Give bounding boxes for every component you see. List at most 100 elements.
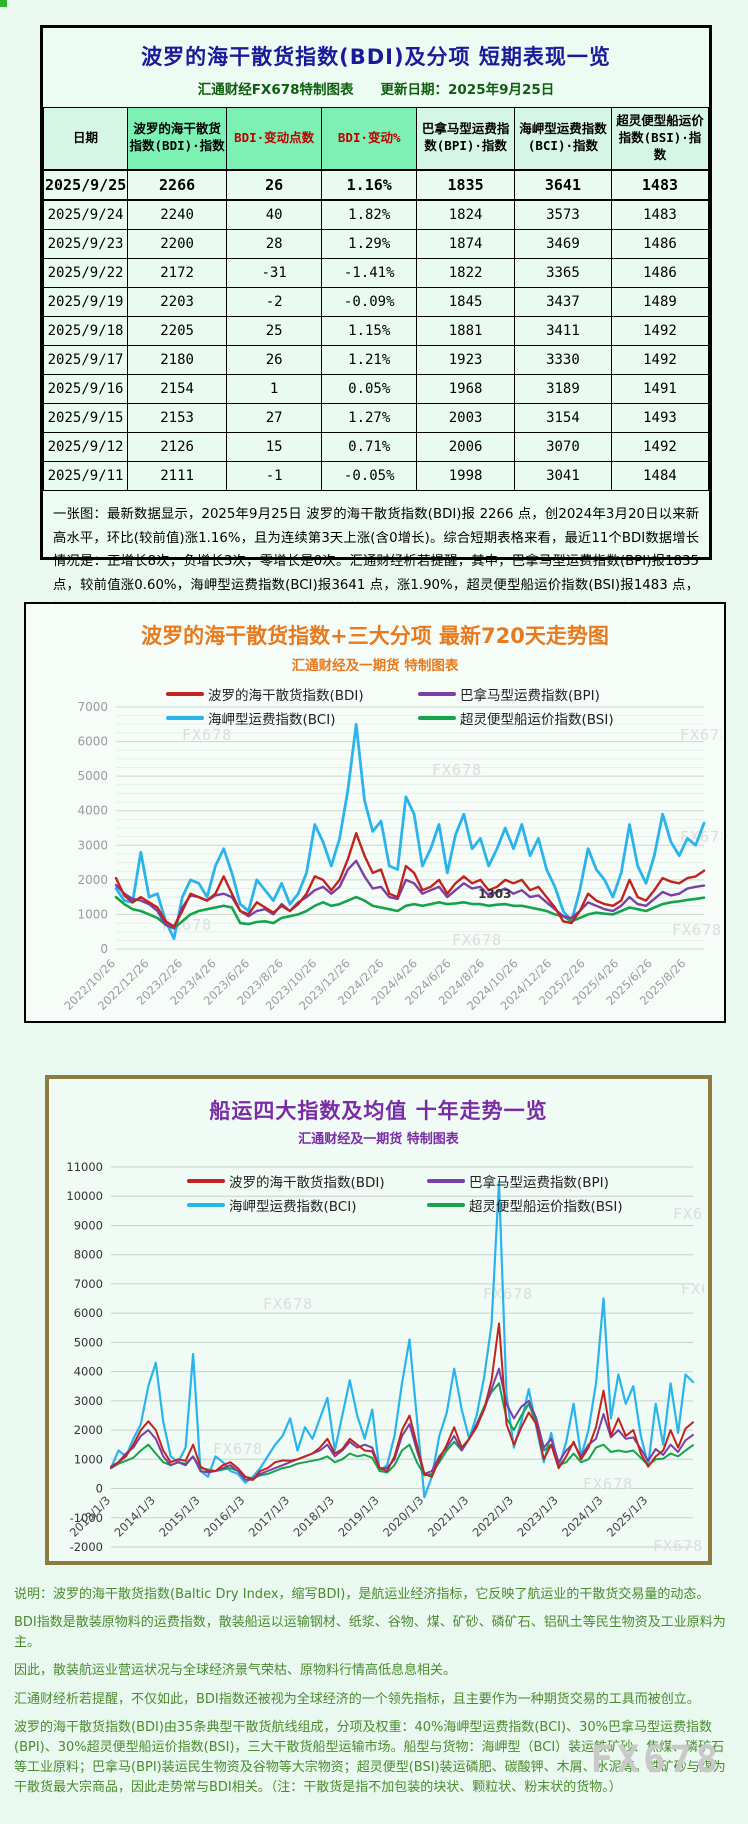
table-cell: -0.09%: [321, 286, 418, 317]
table-cell: 1.29%: [321, 228, 418, 259]
table-cell: 2025/9/18: [42, 315, 129, 346]
table-row: 2025/9/16 2154 1 0.05% 1968 3189 1491: [42, 373, 710, 404]
column-header: 海岬型运费指数(BCI)·指数: [513, 106, 612, 171]
table-cell: 2025/9/15: [42, 402, 129, 433]
legend-item-bci: 海岬型运费指数(BCI): [187, 1195, 427, 1215]
y-tick-label: 0: [96, 1482, 103, 1496]
x-tick-label: 2019/1/3: [335, 1493, 381, 1539]
table-subtitle: 汇通财经FX678特制图表 更新日期：2025年9月25日: [197, 82, 555, 98]
y-tick-label: -2000: [70, 1540, 103, 1554]
table-cell: 3365: [513, 257, 612, 288]
table-cell: 1923: [416, 344, 515, 375]
watermark-text: FX678: [673, 1205, 704, 1223]
table-cell: 1483: [610, 199, 710, 230]
y-tick-label: 2000: [74, 1423, 103, 1437]
table-cell: 2200: [127, 228, 228, 259]
table-cell: 28: [226, 228, 323, 259]
table-cell: 0.71%: [321, 431, 418, 462]
corner-accent: [0, 0, 7, 7]
y-tick-label: 5000: [74, 1335, 103, 1349]
chart-720-legend: 波罗的海干散货指数(BDI) 巴拿马型运费指数(BPI) 海岬型运费指数(BCI) 超…: [166, 684, 670, 728]
x-tick-label: 2025/1/3: [604, 1493, 650, 1539]
table-cell: 3330: [513, 344, 612, 375]
table-cell: 1.16%: [321, 168, 418, 201]
chart-720-panel: 波罗的海干散货指数+三大分项 最新720天走势图 汇通财经及一期货 特制图表 波…: [24, 602, 726, 1023]
y-tick-label: 6000: [74, 1306, 103, 1320]
legend-label: 超灵便型船运价指数(BSI): [460, 712, 614, 728]
y-tick-label: 7000: [77, 700, 108, 714]
x-tick-label: 2014/1/3: [111, 1493, 157, 1539]
table-cell: 1.21%: [321, 344, 418, 375]
table-cell: 1493: [610, 402, 710, 433]
table-cell: 2006: [416, 431, 515, 462]
table-cell: 1.27%: [321, 402, 418, 433]
rates-table-body: 2025/9/25 2266 26 1.16% 1835 3641 1483 2025/9/2…: [42, 168, 710, 491]
bci-line: [109, 1181, 695, 1499]
table-row: 2025/9/17 2180 26 1.21% 1923 3330 1492: [42, 344, 710, 375]
table-cell: 1486: [610, 228, 710, 259]
y-tick-label: 7000: [74, 1277, 103, 1291]
y-tick-label: 6000: [77, 735, 108, 749]
column-header: 波罗的海干散货指数(BDI)·指数: [127, 106, 228, 171]
table-cell: 1822: [416, 257, 515, 288]
chart-annotation: 1303: [478, 887, 511, 901]
x-tick-label: 2021/1/3: [425, 1493, 471, 1539]
legend-item-bpi: 巴拿马型运费指数(BPI): [427, 1171, 677, 1191]
table-cell: 3641: [513, 168, 612, 201]
table-row: 2025/9/24 2240 40 1.82% 1824 3573 1483: [42, 199, 710, 230]
chart-10y-subtitle: 汇通财经及一期货 特制图表: [298, 1132, 459, 1147]
table-cell: 26: [226, 168, 323, 201]
table-cell: 2172: [127, 257, 228, 288]
chart-720-plot: 0 1000 2000 3000 4000 5000 6000 7000 FX678 FX678 F…: [61, 700, 722, 1013]
table-row: 2025/9/18 2205 25 1.15% 1881 3411 1492: [42, 315, 710, 346]
watermark-text: FX678: [653, 1537, 703, 1555]
table-cell: 3411: [513, 315, 612, 346]
table-cell: 25: [226, 315, 323, 346]
bci-line: [114, 722, 706, 941]
watermark-text: FX678: [680, 726, 722, 744]
table-cell: 1492: [610, 431, 710, 462]
y-tick-label: 11000: [66, 1160, 103, 1174]
table-row: 2025/9/25 2266 26 1.16% 1835 3641 1483: [42, 168, 710, 201]
table-cell: 2126: [127, 431, 228, 462]
table-cell: 3437: [513, 286, 612, 317]
table-cell: 26: [226, 344, 323, 375]
table-cell: 2154: [127, 373, 228, 404]
table-cell: 2025/9/11: [42, 460, 129, 491]
table-cell: -2: [226, 286, 323, 317]
table-cell: 2025/9/25: [42, 168, 129, 201]
column-header: BDI·变动%: [321, 106, 418, 171]
legend-swatch-bdi: [166, 692, 204, 696]
chart-10y-title: 船运四大指数及均值 十年走势一览: [209, 1099, 548, 1123]
table-cell: 1.15%: [321, 315, 418, 346]
table-cell: 1824: [416, 199, 515, 230]
fx678-watermark: FX678: [590, 1738, 722, 1781]
legend-label: 巴拿马型运费指数(BPI): [460, 688, 600, 704]
x-tick-label: 2018/1/3: [291, 1493, 337, 1539]
bpi-line: [110, 1367, 694, 1481]
table-cell: 15: [226, 431, 323, 462]
y-tick-label: 8000: [74, 1248, 103, 1262]
table-cell: 27: [226, 402, 323, 433]
legend-item-bdi: 波罗的海干散货指数(BDI): [187, 1171, 427, 1191]
table-cell: 2180: [127, 344, 228, 375]
y-tick-label: 3000: [77, 838, 108, 852]
watermark-text: FX678: [681, 1280, 704, 1298]
table-row: 2025/9/19 2203 -2 -0.09% 1845 3437 1489: [42, 286, 710, 317]
y-tick-label: 2000: [77, 873, 108, 887]
legend-label: 海岬型运费指数(BCI): [229, 1199, 357, 1215]
table-row: 2025/9/11 2111 -1 -0.05% 1998 3041 1484: [42, 460, 710, 491]
legend-swatch-bsi: [427, 1203, 465, 1207]
table-cell: 3469: [513, 228, 612, 259]
bdi-line: [114, 831, 706, 928]
table-cell: 2025/9/12: [42, 431, 129, 462]
table-cell: 1: [226, 373, 323, 404]
footnote-line: 说明：波罗的海干散货指数(Baltic Dry Index，缩写BDI)，是航运…: [14, 1587, 710, 1602]
chart-720-title: 波罗的海干散货指数+三大分项 最新720天走势图: [141, 624, 609, 648]
table-cell: 2203: [127, 286, 228, 317]
table-cell: 3070: [513, 431, 612, 462]
table-cell: 2153: [127, 402, 228, 433]
legend-item-bdi: 波罗的海干散货指数(BDI): [166, 684, 418, 704]
table-cell: 1968: [416, 373, 515, 404]
